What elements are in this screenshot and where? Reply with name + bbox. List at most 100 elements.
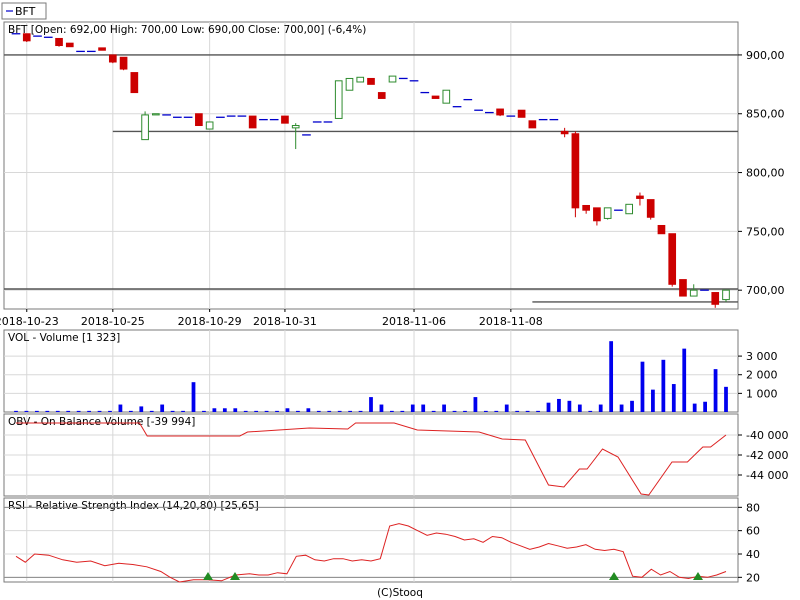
volume-ytick-label: 2 000: [746, 369, 778, 382]
candle: [528, 120, 537, 129]
volume-bar: [191, 382, 196, 412]
candle: [281, 115, 289, 124]
volume-bar: [202, 410, 206, 412]
candle: [722, 289, 730, 302]
rsi-line: [15, 523, 727, 583]
candle: [248, 115, 257, 129]
volume-bar: [233, 408, 238, 412]
volume-bar: [348, 410, 353, 412]
price-panel: 700,00 750,00 800,00 850,00 900,00 BFT [Open:…: [3, 21, 785, 310]
obv-panel: -44 000 -42 000 -40 000 OBV - On Balance Vo…: [3, 413, 788, 497]
candle: [560, 127, 569, 138]
rsi-ytick-label: 40: [746, 548, 760, 561]
candle: [679, 279, 687, 297]
volume-bar: [97, 410, 102, 412]
obv-title: OBV - On Balance Volume [-39 994]: [8, 416, 195, 428]
volume-bar: [369, 397, 373, 412]
candle: [689, 284, 698, 297]
candle: [388, 75, 397, 83]
volume-bar: [24, 410, 29, 412]
volume-ytick-label: 3 000: [746, 350, 778, 363]
volume-bar: [66, 410, 71, 412]
obv-ytick-label: -42 000: [746, 449, 788, 462]
signal-arrow-icon: [609, 572, 619, 580]
volume-bar: [473, 397, 478, 412]
x-tick-label: 2018-10-31: [253, 315, 317, 328]
rsi-ytick-label: 60: [746, 525, 760, 538]
x-axis: 2018-10-23 2018-10-25 2018-10-29 2018-10-31…: [0, 309, 543, 328]
x-tick-label: 2018-11-06: [382, 315, 446, 328]
price-ytick-label: 750,00: [746, 225, 785, 238]
volume-bar: [389, 410, 394, 412]
volume-bar: [536, 410, 540, 412]
volume-ytick-label: 1 000: [746, 387, 778, 400]
volume-bar: [108, 410, 112, 412]
volume-bar: [682, 348, 687, 412]
volume-bar: [525, 410, 530, 412]
volume-bar: [588, 410, 593, 412]
candle: [625, 203, 634, 215]
volume-bar: [619, 404, 624, 412]
volume-bar: [379, 404, 384, 412]
obv-ytick-label: -44 000: [746, 469, 788, 482]
volume-bar: [139, 406, 144, 412]
volume-bar: [76, 410, 81, 412]
volume-bar: [327, 410, 332, 412]
price-ytick-label: 900,00: [746, 49, 785, 62]
candle: [668, 233, 677, 287]
candle: [657, 224, 666, 235]
volume-bar: [671, 384, 676, 412]
candle: [711, 292, 720, 308]
price-ytick-label: 700,00: [746, 284, 785, 297]
legend-tab-label: BFT: [15, 5, 36, 18]
volume-bar: [703, 401, 708, 412]
x-tick-label: 2018-10-29: [178, 315, 242, 328]
volume-bar: [222, 408, 227, 412]
rsi-ytick-label: 20: [746, 571, 760, 584]
copyright-footer: (C)Stooq: [377, 587, 423, 599]
candle: [517, 109, 526, 118]
volume-bar: [87, 410, 91, 412]
candle: [496, 108, 504, 117]
volume-bar: [306, 408, 311, 412]
candle: [593, 207, 601, 226]
volume-bar: [463, 410, 467, 412]
volume-bar: [118, 404, 123, 412]
rsi-title: RSI - Relative Strength Index (14,20,80)…: [8, 500, 259, 512]
volume-bar: [630, 400, 634, 412]
candle: [377, 92, 386, 99]
volume-bar: [128, 410, 133, 412]
volume-bar: [692, 403, 697, 412]
signal-arrow-icon: [693, 572, 703, 580]
volume-bar: [546, 402, 551, 412]
volume-bar: [149, 410, 154, 412]
volume-bar: [452, 410, 457, 412]
volume-bar: [14, 410, 18, 412]
volume-bar: [609, 341, 614, 412]
volume-bar: [254, 410, 259, 412]
volume-bar: [296, 410, 300, 412]
legend-tab[interactable]: BFT: [1, 2, 47, 20]
candle: [205, 121, 214, 130]
candle: [367, 77, 375, 85]
volume-bar: [34, 410, 39, 412]
candle: [22, 33, 31, 42]
volume-bar: [181, 410, 185, 412]
volume-bar: [431, 410, 436, 412]
volume-bar: [515, 410, 520, 412]
volume-bar: [400, 410, 405, 412]
candle: [334, 80, 343, 119]
volume-title: VOL - Volume [1 323]: [8, 332, 120, 344]
candle: [291, 123, 300, 150]
volume-bar: [567, 400, 572, 412]
candle: [582, 204, 590, 214]
volume-bar: [494, 410, 499, 412]
rsi-panel: 20 40 60 80 RSI - Relative Strength Index (1…: [3, 497, 760, 584]
volume-bar: [557, 398, 561, 412]
volume-bar: [421, 404, 426, 412]
volume-bar: [285, 408, 290, 412]
volume-bar: [212, 408, 217, 412]
signal-arrow-icon: [203, 572, 213, 580]
candle: [356, 76, 365, 83]
volume-bar: [483, 410, 488, 412]
